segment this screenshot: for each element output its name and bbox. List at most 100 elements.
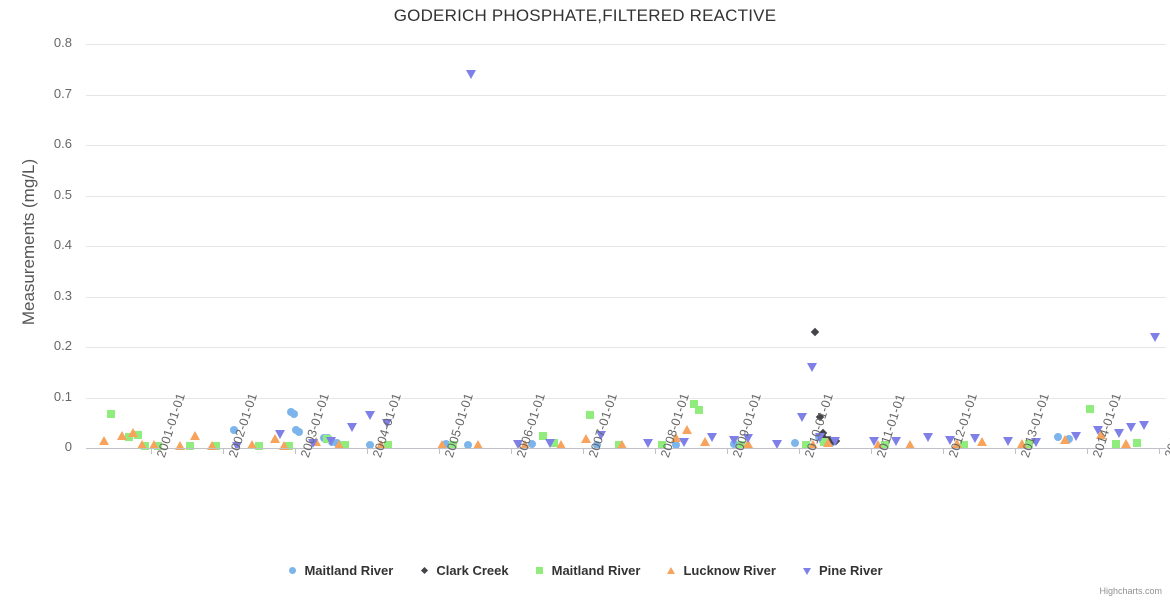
data-point[interactable] bbox=[1150, 332, 1161, 342]
data-point[interactable] bbox=[960, 440, 969, 449]
data-point[interactable] bbox=[1025, 440, 1034, 449]
data-point[interactable] bbox=[810, 327, 819, 337]
data-point[interactable] bbox=[1139, 420, 1150, 430]
legend-item[interactable]: Clark Creek bbox=[419, 563, 509, 578]
data-point[interactable] bbox=[99, 436, 109, 446]
data-point[interactable] bbox=[466, 70, 477, 80]
data-point[interactable] bbox=[891, 436, 901, 446]
data-point[interactable] bbox=[1071, 432, 1081, 442]
data-point[interactable] bbox=[254, 441, 263, 450]
data-point[interactable] bbox=[437, 440, 448, 450]
legend-item[interactable]: Maitland River bbox=[287, 563, 393, 578]
data-point[interactable] bbox=[658, 440, 666, 449]
data-point[interactable] bbox=[545, 439, 556, 449]
data-point[interactable] bbox=[923, 433, 934, 443]
data-point[interactable] bbox=[952, 439, 963, 449]
data-point[interactable] bbox=[334, 439, 345, 449]
data-point[interactable] bbox=[700, 436, 711, 446]
data-point[interactable] bbox=[246, 440, 257, 450]
data-point[interactable] bbox=[617, 439, 628, 449]
data-point[interactable] bbox=[671, 432, 682, 442]
data-point[interactable] bbox=[365, 410, 376, 420]
data-point[interactable] bbox=[743, 438, 754, 448]
data-point[interactable] bbox=[593, 440, 602, 449]
data-point[interactable] bbox=[977, 436, 988, 446]
data-point[interactable] bbox=[174, 440, 185, 450]
data-point[interactable] bbox=[1111, 440, 1120, 449]
legend-item[interactable]: Pine River bbox=[802, 563, 883, 578]
data-point[interactable] bbox=[149, 440, 160, 450]
data-point[interactable] bbox=[808, 439, 819, 449]
data-point[interactable] bbox=[307, 438, 318, 448]
data-point[interactable] bbox=[881, 441, 890, 450]
data-point[interactable] bbox=[1031, 437, 1042, 447]
data-point[interactable] bbox=[513, 439, 523, 449]
data-point[interactable] bbox=[1054, 433, 1062, 442]
data-point[interactable] bbox=[737, 440, 746, 449]
data-point[interactable] bbox=[325, 437, 336, 447]
data-point[interactable] bbox=[822, 437, 833, 447]
data-point[interactable] bbox=[1092, 425, 1103, 435]
data-point[interactable] bbox=[137, 439, 148, 449]
data-point[interactable] bbox=[672, 441, 681, 450]
data-point[interactable] bbox=[384, 441, 393, 450]
data-point[interactable] bbox=[743, 433, 754, 443]
data-point[interactable] bbox=[285, 441, 294, 450]
data-point[interactable] bbox=[1114, 428, 1125, 438]
data-point[interactable] bbox=[207, 440, 217, 450]
data-point[interactable] bbox=[797, 413, 808, 423]
data-point[interactable] bbox=[127, 427, 138, 437]
data-point[interactable] bbox=[945, 435, 955, 445]
data-point[interactable] bbox=[682, 425, 693, 435]
data-point[interactable] bbox=[642, 439, 653, 449]
data-point[interactable] bbox=[970, 434, 981, 444]
data-point[interactable] bbox=[905, 439, 916, 449]
data-point[interactable] bbox=[1126, 423, 1137, 433]
data-point[interactable] bbox=[581, 433, 592, 443]
data-point[interactable] bbox=[269, 433, 280, 443]
data-point[interactable] bbox=[707, 432, 718, 442]
data-point[interactable] bbox=[520, 439, 531, 449]
data-point[interactable] bbox=[806, 363, 817, 373]
data-point[interactable] bbox=[690, 399, 699, 408]
data-point[interactable] bbox=[791, 438, 800, 447]
data-point[interactable] bbox=[232, 441, 243, 451]
legend-item[interactable]: Lucknow River bbox=[666, 563, 776, 578]
data-point[interactable] bbox=[463, 440, 472, 449]
data-point[interactable] bbox=[829, 436, 840, 446]
data-point[interactable] bbox=[186, 441, 195, 450]
data-point[interactable] bbox=[133, 430, 142, 439]
data-point[interactable] bbox=[1133, 439, 1142, 448]
data-point[interactable] bbox=[1086, 404, 1095, 413]
data-point[interactable] bbox=[695, 406, 704, 415]
data-point[interactable] bbox=[678, 438, 689, 448]
data-point[interactable] bbox=[275, 429, 286, 439]
data-point[interactable] bbox=[556, 439, 567, 449]
data-point[interactable] bbox=[729, 435, 739, 445]
data-point[interactable] bbox=[366, 440, 375, 449]
data-point[interactable] bbox=[229, 426, 238, 435]
data-point[interactable] bbox=[1060, 434, 1071, 444]
data-point[interactable] bbox=[586, 411, 594, 420]
data-point[interactable] bbox=[1121, 438, 1132, 448]
data-point[interactable] bbox=[381, 418, 392, 428]
data-point[interactable] bbox=[772, 440, 783, 450]
data-point[interactable] bbox=[279, 440, 289, 450]
data-point[interactable] bbox=[473, 439, 484, 449]
data-point[interactable] bbox=[125, 432, 134, 441]
data-point[interactable] bbox=[290, 409, 299, 418]
data-point[interactable] bbox=[539, 431, 548, 440]
data-point[interactable] bbox=[376, 440, 387, 450]
data-point[interactable] bbox=[595, 431, 606, 441]
data-point[interactable] bbox=[347, 422, 358, 432]
data-point[interactable] bbox=[117, 430, 127, 440]
legend-item[interactable]: Maitland River bbox=[535, 563, 640, 578]
data-point[interactable] bbox=[869, 437, 880, 447]
data-point[interactable] bbox=[295, 427, 304, 436]
data-point[interactable] bbox=[1017, 439, 1027, 449]
data-point[interactable] bbox=[528, 439, 537, 448]
data-point[interactable] bbox=[802, 440, 810, 449]
data-point[interactable] bbox=[449, 441, 458, 450]
data-point[interactable] bbox=[341, 440, 350, 449]
data-point[interactable] bbox=[815, 432, 826, 442]
